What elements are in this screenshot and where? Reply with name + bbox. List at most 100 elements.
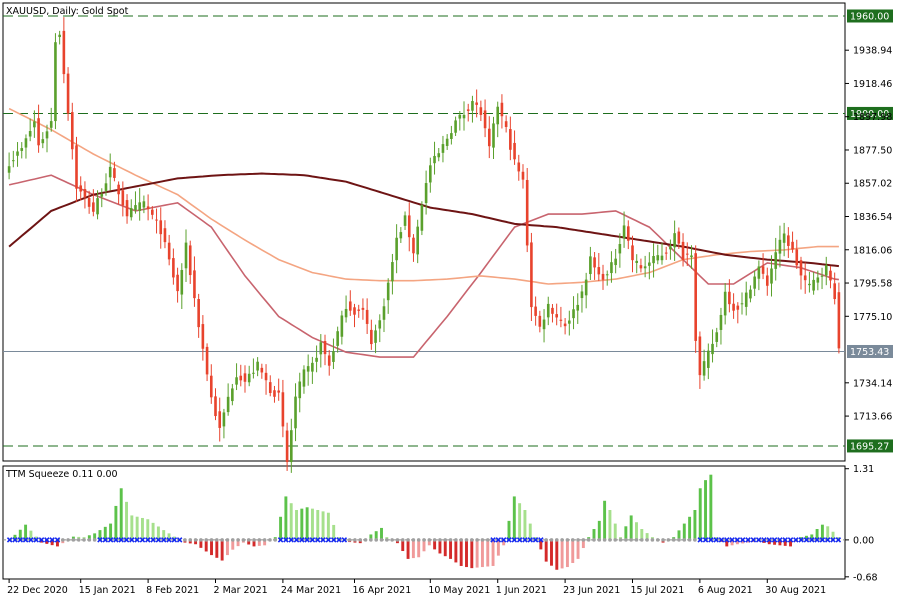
histogram-bar-positive: [300, 508, 304, 540]
candle-body-bull: [7, 166, 11, 173]
candle-body-bear: [188, 245, 192, 276]
histogram-bar-positive: [34, 536, 38, 540]
squeeze-off-dot: [225, 538, 230, 542]
histogram-bar-positive: [18, 529, 22, 540]
squeeze-off-dot: [480, 538, 485, 542]
histogram-bar-positive: [709, 474, 713, 540]
candle-body-bear: [412, 237, 415, 254]
histogram-bar-positive: [305, 507, 309, 540]
candle-body-bull: [576, 304, 580, 311]
squeeze-off-dot: [443, 538, 448, 542]
candle-body-bear: [479, 107, 483, 115]
time-axis-label: 23 Jun 2021: [563, 585, 620, 596]
level-price-box: [847, 439, 893, 453]
squeeze-on-dot: [150, 537, 156, 543]
histogram-bar-positive: [119, 488, 123, 540]
price-axis-label: 1877.50: [853, 145, 892, 156]
histogram-bar-negative: [730, 539, 734, 546]
candle-body-bull: [496, 106, 500, 125]
candle-body-bull: [757, 266, 761, 279]
time-axis-label: 1 Jun 2021: [496, 585, 547, 596]
squeeze-off-dot: [549, 538, 554, 542]
candle-body-bear: [176, 274, 179, 292]
squeeze-off-dot: [400, 538, 405, 542]
squeeze-off-dot: [650, 538, 655, 542]
candle-body-bull: [429, 165, 432, 183]
candle-body-bear: [155, 219, 158, 221]
candle-body-bull: [138, 202, 141, 211]
histogram-bar-positive: [284, 496, 288, 540]
squeeze-on-dot: [325, 537, 332, 543]
candle-body-bear: [728, 291, 731, 305]
candle-body-bear: [273, 390, 276, 397]
histogram-bar-positive: [831, 531, 835, 540]
histogram-bar-positive: [162, 530, 166, 540]
candle-body-bull: [45, 131, 49, 139]
histogram-bar-positive: [826, 526, 830, 540]
squeeze-on-dot: [761, 537, 767, 543]
candle-body-bear: [765, 275, 769, 286]
histogram-bar-negative: [560, 539, 564, 569]
candle-body-bear: [243, 373, 247, 382]
candle-body-bear: [92, 202, 95, 212]
candle-body-bull: [247, 373, 251, 383]
histogram-bar-positive: [87, 535, 91, 540]
candle-body-bear: [83, 189, 87, 198]
candle-body-bull: [226, 396, 230, 413]
histogram-bar-negative: [449, 539, 453, 559]
squeeze-off-dot: [655, 538, 660, 542]
squeeze-off-dot: [188, 538, 193, 542]
candle-body-bull: [28, 131, 32, 137]
candle-body-bear: [799, 260, 803, 276]
squeeze-off-dot: [475, 538, 479, 542]
candle-body-bull: [403, 215, 407, 226]
candle-body-bull: [12, 160, 15, 162]
squeeze-off-dot: [661, 538, 665, 542]
histogram-bar-negative: [576, 539, 580, 559]
squeeze-on-dot: [22, 537, 29, 543]
squeeze-off-dot: [608, 538, 612, 542]
candle-body-bear: [563, 323, 567, 327]
candle-body-bear: [62, 30, 66, 75]
candle-body-bear: [626, 226, 630, 241]
histogram-bar-positive: [608, 510, 612, 540]
histogram-bar-positive: [698, 488, 702, 540]
histogram-bar-negative: [778, 539, 782, 546]
candle-body-bull: [778, 239, 782, 254]
time-axis-label: 15 Jan 2021: [79, 585, 136, 596]
candle-body-bear: [361, 307, 365, 310]
histogram-bar-positive: [374, 531, 378, 540]
histogram-bar-negative: [45, 539, 49, 544]
candle-body-bear: [277, 390, 280, 393]
candle-body-bull: [715, 332, 719, 342]
squeeze-on-dot: [538, 537, 544, 543]
candle-body-bear: [264, 372, 268, 381]
squeeze-on-dot: [771, 537, 778, 543]
squeeze-off-dot: [639, 538, 644, 542]
squeeze-on-dot: [793, 537, 799, 543]
histogram-bar-positive: [337, 537, 341, 540]
squeeze-on-dot: [713, 537, 719, 543]
squeeze-on-dot: [33, 537, 39, 543]
candle-body-bear: [677, 231, 681, 244]
indicator-axis-label: 0.00: [853, 535, 874, 546]
histogram-bar-positive: [135, 516, 139, 540]
squeeze-off-dot: [682, 538, 687, 542]
squeeze-off-dot: [390, 538, 394, 542]
candle-body-bear: [475, 102, 478, 105]
squeeze-off-dot: [416, 538, 421, 542]
histogram-bar-negative: [746, 539, 750, 543]
candle-body-bull: [129, 208, 133, 218]
histogram-bar-positive: [805, 535, 808, 540]
histogram-bar-positive: [125, 501, 128, 540]
histogram-bar-negative: [236, 539, 240, 547]
histogram-bar-positive: [597, 520, 601, 540]
squeeze-off-dot: [618, 538, 623, 542]
candle-body-bear: [260, 367, 264, 373]
squeeze-on-dot: [118, 537, 124, 543]
squeeze-on-dot: [506, 537, 512, 543]
candle-body-bull: [20, 148, 24, 151]
histogram-bar-positive: [613, 523, 617, 540]
candle-body-bear: [172, 258, 175, 278]
squeeze-on-dot: [745, 537, 751, 543]
